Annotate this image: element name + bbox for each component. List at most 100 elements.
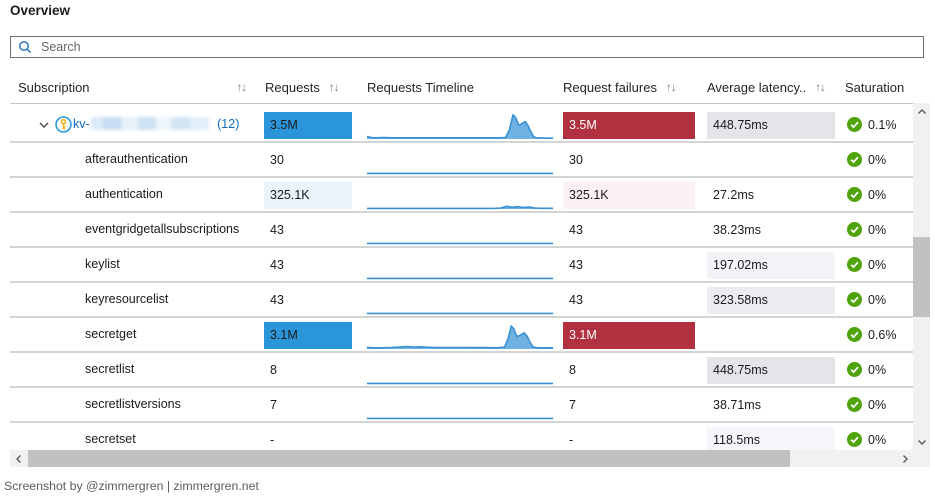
saturation-cell: 0% [847,423,886,450]
saturation-value: 0% [868,292,887,307]
column-header-request-failures[interactable]: Request failures ↑↓ [563,78,676,98]
request-failures-cell: 325.1K [563,182,695,209]
row-name-text: keylist [85,257,120,271]
requests-cell: 8 [270,363,277,377]
table-body: kv- (12) 3.5M 3.5M 448.75ms 0.1% afterau… [0,108,913,450]
column-header-saturation: Saturation [845,78,904,98]
request-failures-cell: 3.5M [563,112,695,139]
column-label: Requests Timeline [367,80,474,95]
redacted-name-blur [90,117,209,131]
requests-cell: 3.1M [264,322,352,349]
row-name: keylist [85,248,120,281]
requests-timeline-sparkline [367,252,553,280]
child-count: (12) [213,117,240,131]
check-circle-icon [847,327,862,342]
requests-cell: - [270,433,275,447]
row-name: authentication [85,178,163,211]
table-row[interactable]: secretget 3.1M 3.1M 0.6% [10,318,913,353]
check-circle-icon [847,362,862,377]
table-row[interactable]: secretlist 8 8 448.75ms 0% [10,353,913,388]
table-row[interactable]: authentication 325.1K 325.1K 27.2ms 0% [10,178,913,213]
requests-timeline-sparkline [367,392,553,420]
check-circle-icon [847,152,862,167]
scroll-down-arrow-icon[interactable] [913,433,930,450]
average-latency-cell: 197.02ms [707,252,835,279]
sort-icon[interactable]: ↑↓ [665,82,676,94]
saturation-cell: 0% [847,283,886,316]
table-row[interactable]: keylist 43 43 197.02ms 0% [10,248,913,283]
saturation-cell: 0% [847,353,886,386]
saturation-cell: 0% [847,248,886,281]
vertical-scrollbar-thumb[interactable] [913,237,930,317]
table-row[interactable]: secretlistversions 7 7 38.71ms 0% [10,388,913,423]
average-latency-cell [707,147,835,174]
column-header-requests[interactable]: Requests ↑↓ [265,78,339,98]
scroll-right-arrow-icon[interactable] [896,450,913,467]
sort-icon[interactable]: ↑↓ [236,82,247,94]
request-failures-cell: 43 [569,258,583,272]
row-name-text: secretlist [85,362,135,376]
row-name: eventgridgetallsubscriptions [85,213,239,246]
requests-cell: 43 [270,258,284,272]
table-row[interactable]: secretset - - 118.5ms 0% [10,423,913,450]
saturation-value: 0% [868,187,887,202]
sort-icon[interactable]: ↑↓ [815,82,825,94]
row-name-text: authentication [85,187,163,201]
sort-icon[interactable]: ↑↓ [328,82,339,94]
column-label: Request failures [563,80,657,95]
requests-timeline-sparkline [367,427,553,450]
request-failures-cell: 3.1M [563,322,695,349]
request-failures-cell: 8 [569,363,576,377]
column-label: Average latency.. [707,80,807,95]
average-latency-cell: 38.23ms [713,223,761,237]
requests-cell: 43 [270,223,284,237]
scroll-up-arrow-icon[interactable] [913,103,930,120]
request-failures-cell: 30 [569,153,583,167]
check-circle-icon [847,222,862,237]
row-name-text: kv- [73,117,90,131]
average-latency-cell: 448.75ms [707,357,835,384]
row-name: secretlistversions [85,388,181,421]
search-box[interactable] [10,36,924,58]
search-icon [19,41,32,54]
page-title: Overview [10,3,71,18]
saturation-value: 0% [868,397,887,412]
scroll-left-arrow-icon[interactable] [10,450,27,467]
saturation-cell: 0.1% [847,108,897,141]
row-name: keyresourcelist [85,283,168,316]
row-name-text: keyresourcelist [85,292,169,306]
saturation-value: 0.1% [868,117,897,132]
chevron-down-icon[interactable] [38,108,50,141]
row-name-text: secretget [85,327,137,341]
scrollbar-corner [913,450,930,467]
row-name: afterauthentication [85,143,188,176]
requests-timeline-sparkline [367,217,553,245]
saturation-value: 0% [868,222,887,237]
requests-timeline-sparkline [367,322,553,349]
saturation-cell: 0% [847,178,886,211]
requests-cell: 3.5M [264,112,352,139]
check-circle-icon [847,117,862,132]
table-row[interactable]: afterauthentication 30 30 0% [10,143,913,178]
column-header-requests-timeline: Requests Timeline [367,78,474,98]
row-name-text: eventgridgetallsubscriptions [85,222,240,236]
footer-credit: Screenshot by @zimmergren | zimmergren.n… [4,479,259,493]
row-name: secretget [85,318,136,351]
column-label: Requests [265,80,320,95]
check-circle-icon [847,397,862,412]
search-input[interactable] [39,37,923,57]
table-row[interactable]: kv- (12) 3.5M 3.5M 448.75ms 0.1% [10,108,913,143]
table-row[interactable]: eventgridgetallsubscriptions 43 43 38.23… [10,213,913,248]
column-header-subscription[interactable]: Subscription ↑↓ [18,78,247,98]
table-row[interactable]: keyresourcelist 43 43 323.58ms 0% [10,283,913,318]
column-header-average-latency[interactable]: Average latency.. ↑↓ [707,78,826,98]
saturation-cell: 0% [847,143,886,176]
requests-timeline-sparkline [367,182,553,210]
saturation-cell: 0% [847,388,886,421]
saturation-cell: 0% [847,213,886,246]
requests-cell: 7 [270,398,277,412]
requests-cell: 30 [270,153,284,167]
horizontal-scrollbar-thumb[interactable] [28,450,790,467]
saturation-value: 0% [868,362,887,377]
average-latency-cell: 27.2ms [713,188,754,202]
